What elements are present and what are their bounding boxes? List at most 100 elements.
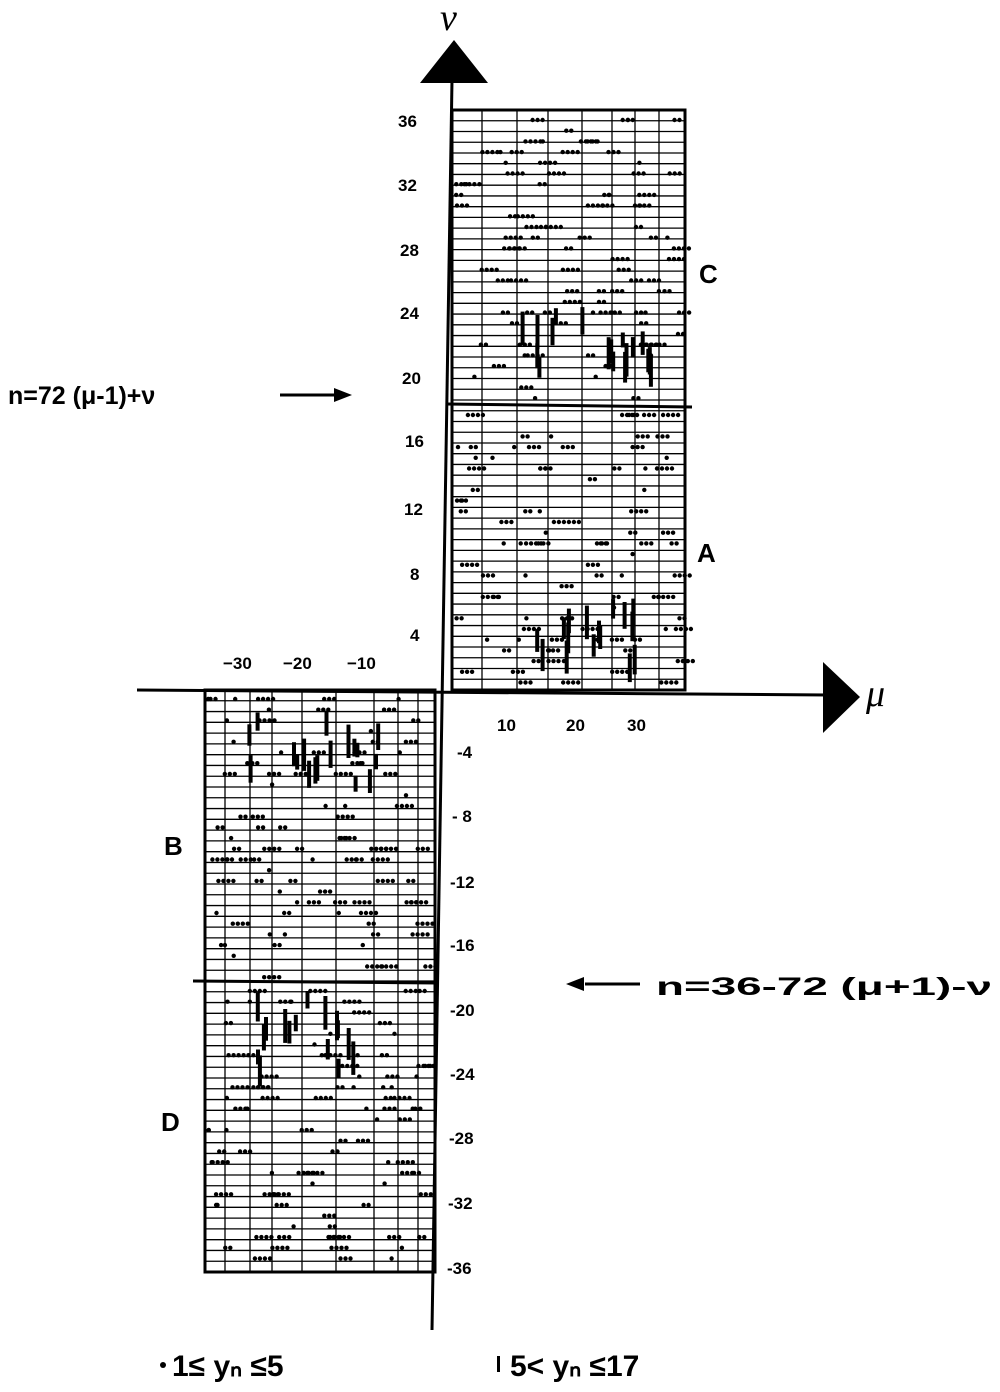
dot-mark (638, 224, 644, 230)
dot-mark (556, 519, 562, 525)
dot-mark (230, 1085, 235, 1090)
dot-mark (512, 246, 517, 251)
dot-mark (530, 117, 535, 123)
dot-mark (636, 396, 641, 401)
dot-mark (243, 814, 248, 819)
dot-mark (215, 1202, 220, 1208)
dot-mark (375, 964, 380, 969)
dot-mark (548, 224, 553, 230)
dot-mark (267, 975, 272, 980)
dot-mark (257, 988, 262, 994)
dot-mark (546, 658, 551, 664)
dot-mark (495, 594, 500, 600)
y-tick-label: 20 (402, 369, 421, 388)
dot-mark (404, 803, 410, 809)
dot-mark (664, 455, 669, 460)
dot-mark (485, 573, 491, 578)
dot-mark (671, 246, 677, 251)
dot-mark (576, 680, 581, 685)
dot-mark (411, 878, 416, 884)
dot-mark (576, 519, 582, 525)
dot-mark (348, 1256, 353, 1261)
dot-mark (652, 192, 657, 198)
dot-mark (410, 932, 415, 937)
dot-mark (578, 139, 584, 144)
dot-mark (513, 278, 519, 283)
dot-mark (669, 541, 674, 546)
dot-mark (490, 149, 495, 155)
dot-mark (311, 900, 317, 905)
bar-mark (328, 740, 333, 768)
dot-mark (287, 910, 292, 916)
legend-item-large-range: 5< yₙ ≤17 (510, 1350, 639, 1383)
dot-mark (405, 1170, 410, 1176)
dot-mark (357, 900, 362, 905)
dot-mark (595, 203, 601, 208)
formula-upper: n=72 (μ-1)+ν (8, 382, 155, 410)
dot-mark (543, 466, 548, 471)
dot-mark (636, 171, 641, 176)
dot-mark (675, 658, 680, 664)
dot-mark (343, 771, 348, 777)
y-tick-label: 4 (410, 626, 420, 645)
dot-mark (649, 342, 654, 347)
dot-mark (267, 718, 272, 723)
dot-mark (473, 455, 478, 460)
dot-mark (413, 900, 419, 905)
dot-mark (660, 530, 666, 535)
dot-mark (628, 648, 633, 653)
dot-mark (322, 1213, 327, 1218)
dot-mark (414, 1074, 419, 1079)
dot-mark (226, 1053, 231, 1058)
dot-mark (334, 1245, 339, 1251)
dot-mark (596, 289, 602, 294)
bar-mark (255, 992, 260, 1022)
y-tick-label: 36 (398, 112, 417, 131)
dot-mark (395, 1160, 400, 1165)
dot-mark (223, 1020, 229, 1026)
dot-mark (417, 988, 422, 994)
dot-mark (271, 771, 277, 777)
dot-mark (267, 932, 272, 937)
dot-mark (272, 1192, 277, 1197)
dot-mark (275, 1095, 280, 1101)
bar-mark (620, 332, 625, 348)
dot-mark (495, 278, 500, 283)
dot-mark (361, 1202, 366, 1208)
dot-mark (659, 466, 665, 471)
bar-mark (537, 356, 542, 378)
dot-mark (587, 477, 593, 482)
dot-mark (348, 771, 353, 777)
dot-mark (572, 299, 577, 305)
bar-mark (295, 754, 300, 770)
dot-mark (542, 310, 548, 315)
dot-mark (397, 1095, 402, 1101)
dot-mark (425, 846, 430, 851)
dot-mark (267, 846, 272, 851)
dot-mark (472, 374, 477, 379)
dot-mark (369, 846, 374, 851)
dot-mark (245, 761, 250, 766)
dot-mark (382, 1106, 387, 1111)
bar-mark (305, 991, 310, 1009)
dot-mark (365, 964, 370, 969)
dot-mark (375, 857, 380, 862)
dot-mark (532, 396, 538, 401)
dot-mark (651, 412, 657, 418)
bar-mark (374, 753, 378, 770)
dot-mark (431, 1063, 436, 1069)
dot-mark (345, 1063, 350, 1069)
dot-mark (391, 707, 397, 712)
dot-mark (681, 246, 687, 251)
dot-mark (571, 680, 576, 685)
dot-mark (649, 541, 654, 546)
dot-mark (225, 999, 230, 1004)
dot-mark (236, 846, 242, 851)
dot-mark (454, 498, 460, 503)
dot-mark (535, 117, 540, 123)
dot-mark (420, 921, 425, 926)
dot-mark (359, 857, 364, 862)
dot-mark (332, 696, 337, 702)
dot-mark (318, 988, 323, 994)
dot-mark (374, 1117, 380, 1122)
